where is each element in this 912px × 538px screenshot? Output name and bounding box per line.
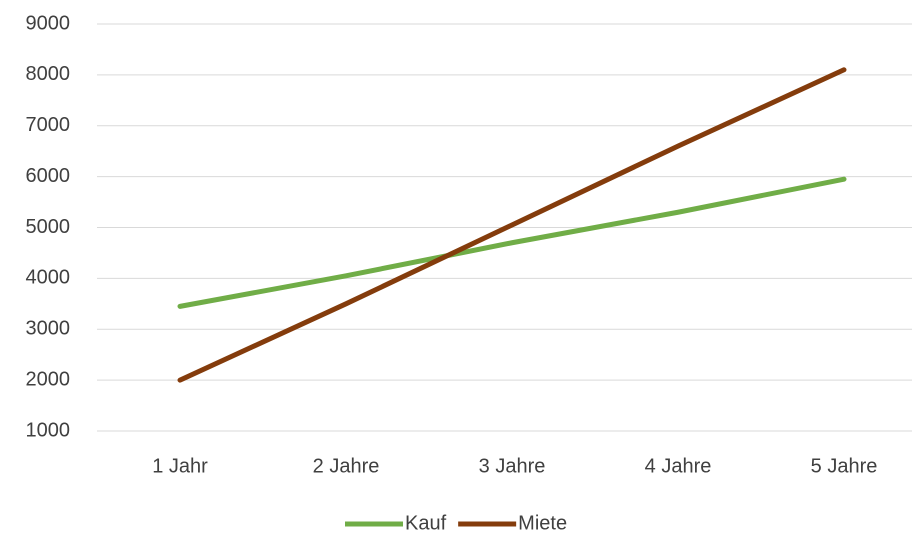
x-tick-label: 2 Jahre [313,455,380,477]
y-tick-label: 8000 [26,63,71,85]
y-tick-label: 1000 [26,419,71,441]
y-tick-label: 3000 [26,318,71,340]
y-tick-label: 7000 [26,114,71,136]
x-tick-label: 3 Jahre [479,455,546,477]
legend-label: Miete [518,512,567,534]
x-tick-label: 5 Jahre [811,455,878,477]
y-tick-label: 4000 [26,267,71,289]
y-tick-label: 2000 [26,368,71,390]
series-line [177,176,847,309]
x-tick-label: 1 Jahr [152,455,208,477]
y-tick-label: 9000 [26,12,71,34]
y-tick-label: 6000 [26,165,71,187]
legend-label: Kauf [405,512,447,534]
series-line [177,67,847,383]
y-tick-label: 5000 [26,216,71,238]
x-tick-label: 4 Jahre [645,455,712,477]
